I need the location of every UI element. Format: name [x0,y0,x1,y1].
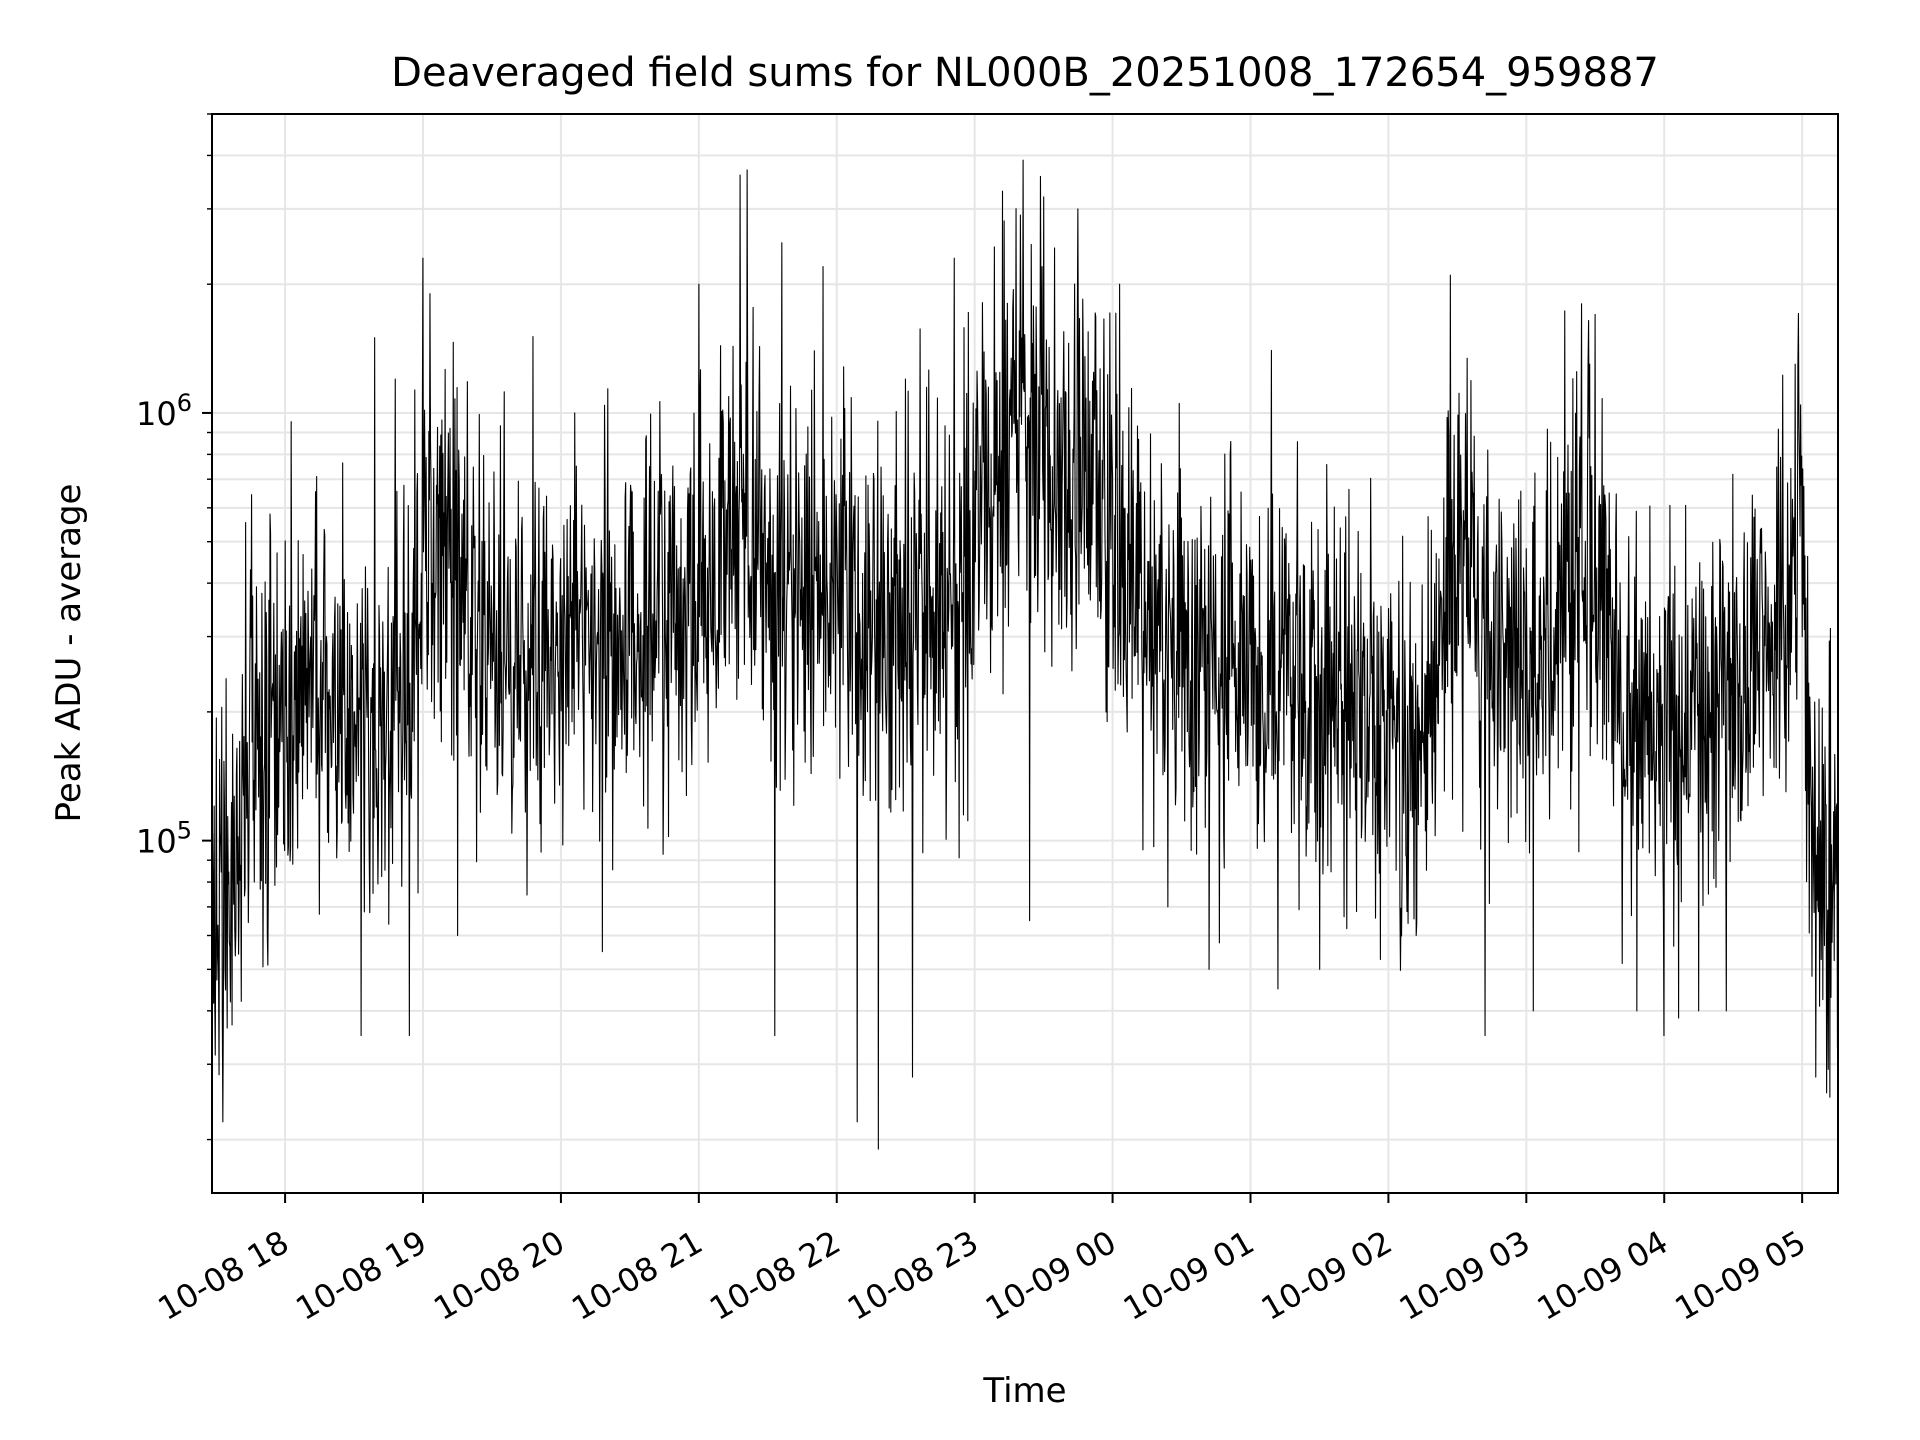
chart-title: Deaveraged field sums for NL000B_2025100… [391,50,1659,96]
y-tick-label: 105 [136,817,192,861]
y-tick-label: 106 [136,389,192,433]
y-tick-label-exponent: 5 [177,817,192,845]
y-tick-label-exponent: 6 [177,389,192,417]
data-layer [211,159,1839,1150]
series-line [211,159,1839,1150]
y-axis-label: Peak ADU - average [49,484,89,823]
y-tick-label-base: 10 [136,395,177,433]
plot-frame [211,113,1839,1194]
x-axis-label: Time [982,1371,1066,1411]
y-tick-label-base: 10 [136,823,177,861]
